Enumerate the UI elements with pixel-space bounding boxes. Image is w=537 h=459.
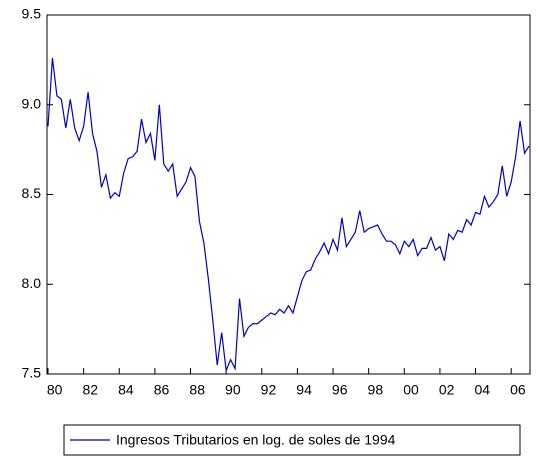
x-tick-label: 90	[225, 382, 241, 398]
legend-label: Ingresos Tributarios en log. de soles de…	[116, 432, 396, 448]
x-tick-label: 04	[474, 382, 490, 398]
legend-box	[63, 424, 521, 456]
data-line	[47, 58, 530, 373]
y-tick-label: 7.5	[22, 365, 42, 381]
x-tick-label: 84	[118, 382, 134, 398]
y-tick-label: 8.0	[22, 275, 42, 291]
x-tick-label: 96	[332, 382, 348, 398]
y-tick-label: 9.5	[22, 6, 42, 22]
y-tick-label: 9.0	[22, 95, 42, 111]
y-tick-label: 8.5	[22, 185, 42, 201]
x-tick-label: 00	[403, 382, 419, 398]
x-tick-label: 92	[261, 382, 277, 398]
x-tick-label: 80	[47, 382, 63, 398]
x-tick-label: 94	[296, 382, 312, 398]
x-tick-label: 98	[368, 382, 384, 398]
x-tick-label: 06	[510, 382, 526, 398]
x-tick-label: 88	[189, 382, 205, 398]
x-tick-label: 86	[154, 382, 170, 398]
x-tick-label: 82	[83, 382, 99, 398]
x-tick-label: 02	[439, 382, 455, 398]
